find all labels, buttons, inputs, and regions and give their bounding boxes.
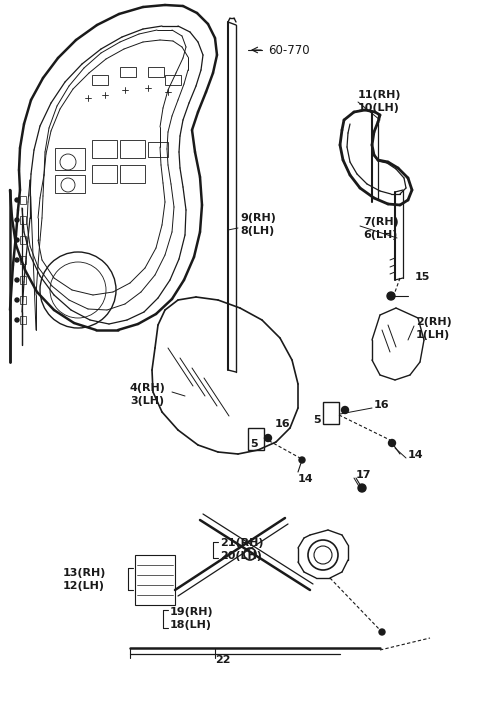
Text: 5: 5 [313,415,321,425]
Text: 18(LH): 18(LH) [170,620,212,630]
Bar [323,402,339,424]
Text: 9(RH): 9(RH) [240,213,276,223]
Bar [20,196,26,204]
Bar [120,165,145,183]
Circle shape [15,258,19,262]
Bar [248,428,264,450]
Text: 19(RH): 19(RH) [170,607,214,617]
Circle shape [387,292,395,300]
Text: 10(LH): 10(LH) [358,103,400,113]
Bar [20,296,26,304]
Text: 13(RH): 13(RH) [63,568,107,578]
Bar [20,316,26,324]
Bar [148,67,164,77]
Bar [92,140,117,158]
Bar [135,555,175,605]
Text: 21(RH): 21(RH) [220,538,264,548]
Bar [148,142,168,157]
Circle shape [15,198,19,202]
Text: 7(RH): 7(RH) [363,217,399,227]
Circle shape [299,457,305,463]
Text: 17: 17 [356,470,372,480]
Bar [92,165,117,183]
Text: 22: 22 [215,655,230,665]
Text: 6(LH): 6(LH) [363,230,397,240]
Text: 15: 15 [415,272,431,282]
Bar [20,236,26,244]
Circle shape [264,434,272,441]
Circle shape [379,629,385,635]
Bar [165,75,181,85]
Text: 60-770: 60-770 [268,44,310,58]
Circle shape [388,439,396,446]
Text: 16: 16 [374,400,390,410]
Bar [20,256,26,264]
Text: 2(RH): 2(RH) [416,317,452,327]
Bar [92,75,108,85]
Circle shape [15,318,19,322]
Text: 20(LH): 20(LH) [220,551,262,561]
Circle shape [15,218,19,222]
Bar [120,140,145,158]
Circle shape [358,484,366,492]
Circle shape [341,406,348,413]
Text: 1(LH): 1(LH) [416,330,450,340]
Bar [120,67,136,77]
Text: 16: 16 [275,419,290,429]
Circle shape [15,278,19,282]
Bar [55,175,85,193]
Circle shape [15,298,19,302]
Text: 14: 14 [408,450,424,460]
Circle shape [15,238,19,242]
Text: 5: 5 [250,439,258,449]
Text: 12(LH): 12(LH) [63,581,105,591]
Text: 11(RH): 11(RH) [358,90,401,100]
Text: 4(RH): 4(RH) [130,383,166,393]
Text: 3(LH): 3(LH) [130,396,164,406]
Bar [55,148,85,170]
Text: 14: 14 [298,474,313,484]
Text: 8(LH): 8(LH) [240,226,274,236]
Bar [20,276,26,284]
Bar [20,216,26,224]
